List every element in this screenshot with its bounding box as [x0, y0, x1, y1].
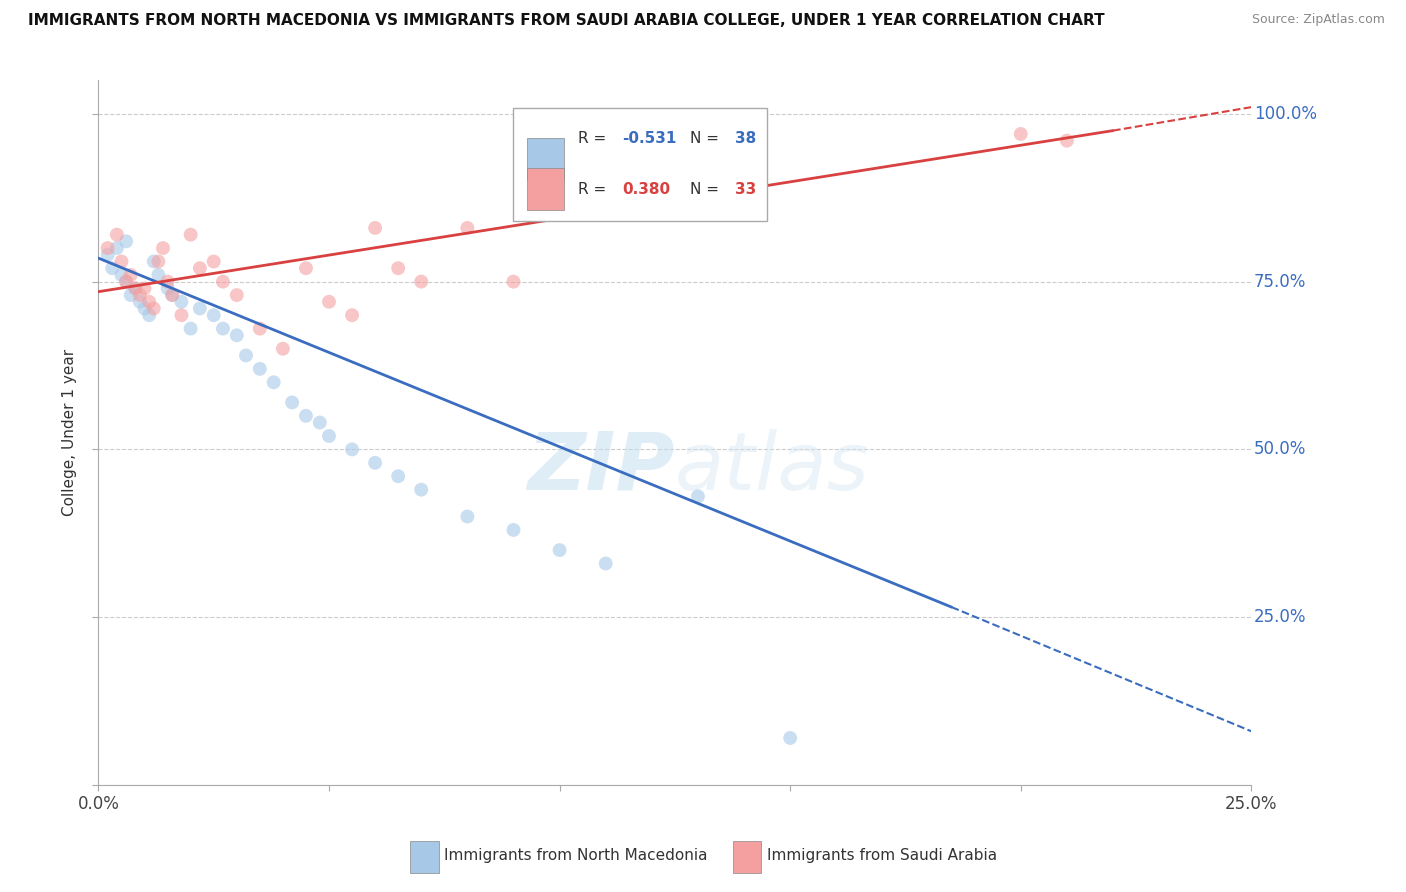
Point: [120, 288, 142, 302]
Point: [170, 308, 193, 322]
Point: [235, 348, 257, 362]
Point: [779, 731, 801, 745]
Point: [502, 523, 524, 537]
Y-axis label: College, Under 1 year: College, Under 1 year: [62, 349, 77, 516]
Point: [364, 456, 387, 470]
Point: [160, 288, 183, 302]
Point: [156, 281, 179, 295]
Text: Source: ZipAtlas.com: Source: ZipAtlas.com: [1251, 13, 1385, 27]
Point: [249, 362, 271, 376]
Point: [281, 395, 304, 409]
Point: [110, 268, 132, 282]
Text: 25.0%: 25.0%: [1254, 608, 1306, 626]
Point: [115, 235, 138, 249]
Point: [105, 241, 128, 255]
Point: [115, 275, 138, 289]
Point: [97, 241, 120, 255]
Point: [124, 281, 146, 295]
Point: [1010, 127, 1032, 141]
Point: [263, 376, 285, 390]
Point: [456, 221, 478, 235]
Text: atlas: atlas: [675, 429, 870, 507]
Text: ZIP: ZIP: [527, 429, 675, 507]
Point: [124, 281, 146, 295]
Text: 38: 38: [735, 131, 756, 146]
Point: [548, 194, 571, 208]
Point: [188, 261, 211, 276]
Point: [387, 261, 409, 276]
Point: [387, 469, 409, 483]
Point: [456, 509, 478, 524]
Point: [142, 254, 165, 268]
Text: IMMIGRANTS FROM NORTH MACEDONIA VS IMMIGRANTS FROM SAUDI ARABIA COLLEGE, UNDER 1: IMMIGRANTS FROM NORTH MACEDONIA VS IMMIG…: [28, 13, 1105, 29]
Point: [502, 275, 524, 289]
Point: [134, 281, 156, 295]
Bar: [513, 109, 768, 221]
Point: [202, 308, 225, 322]
Point: [120, 268, 142, 282]
Point: [212, 321, 235, 335]
Point: [318, 429, 340, 443]
Text: R =: R =: [578, 182, 612, 197]
Point: [110, 254, 132, 268]
Point: [225, 288, 247, 302]
Text: 50.0%: 50.0%: [1254, 441, 1306, 458]
Point: [318, 294, 340, 309]
Text: N =: N =: [690, 182, 724, 197]
Point: [180, 227, 202, 242]
Point: [1056, 134, 1078, 148]
Point: [548, 543, 571, 558]
Point: [249, 321, 271, 335]
Bar: [409, 841, 439, 873]
Point: [295, 409, 318, 423]
Bar: [733, 841, 762, 873]
Point: [160, 288, 183, 302]
Point: [411, 275, 433, 289]
Point: [142, 301, 165, 316]
Point: [156, 275, 179, 289]
Point: [212, 275, 235, 289]
Bar: [527, 168, 564, 210]
Point: [134, 301, 156, 316]
Text: -0.531: -0.531: [621, 131, 676, 146]
Point: [101, 261, 124, 276]
Point: [225, 328, 247, 343]
Point: [148, 268, 170, 282]
Point: [148, 254, 170, 268]
Text: 75.0%: 75.0%: [1254, 273, 1306, 291]
Point: [411, 483, 433, 497]
Point: [364, 221, 387, 235]
Point: [271, 342, 294, 356]
Point: [340, 308, 363, 322]
Point: [686, 489, 709, 503]
Point: [180, 321, 202, 335]
Text: Immigrants from North Macedonia: Immigrants from North Macedonia: [444, 848, 707, 863]
Text: N =: N =: [690, 131, 724, 146]
Bar: [527, 138, 564, 180]
Text: 100.0%: 100.0%: [1254, 105, 1316, 123]
Point: [138, 308, 160, 322]
Point: [138, 294, 160, 309]
Point: [105, 227, 128, 242]
Text: 0.380: 0.380: [621, 182, 671, 197]
Point: [202, 254, 225, 268]
Point: [340, 442, 363, 457]
Point: [129, 288, 152, 302]
Text: Immigrants from Saudi Arabia: Immigrants from Saudi Arabia: [768, 848, 997, 863]
Point: [595, 557, 617, 571]
Point: [97, 248, 120, 262]
Point: [188, 301, 211, 316]
Point: [295, 261, 318, 276]
Point: [115, 275, 138, 289]
Text: 33: 33: [735, 182, 756, 197]
Point: [152, 241, 174, 255]
Point: [170, 294, 193, 309]
Point: [129, 294, 152, 309]
Point: [308, 416, 330, 430]
Text: R =: R =: [578, 131, 612, 146]
